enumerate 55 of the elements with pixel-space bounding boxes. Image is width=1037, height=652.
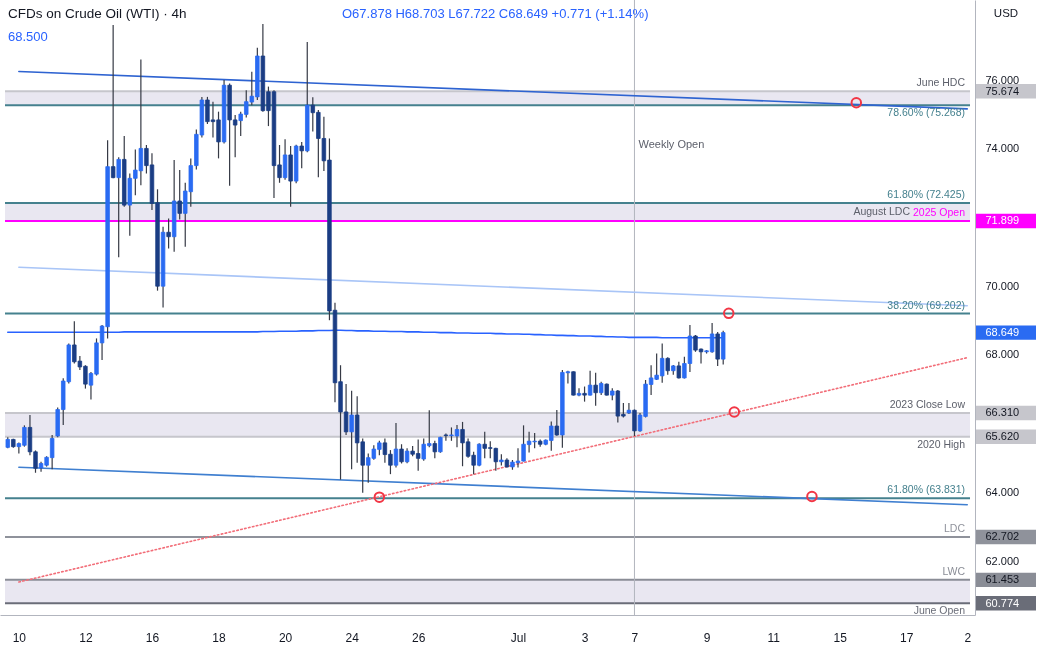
y-tick-label: 65.620 xyxy=(985,430,1020,443)
y-tick-label: 74.000 xyxy=(985,142,1020,155)
y-tick-label: 70.000 xyxy=(985,279,1020,292)
x-tick-label: 12 xyxy=(79,630,93,645)
y-tick-label: 71.899 xyxy=(985,214,1020,227)
y-tick-label: 60.774 xyxy=(985,596,1020,609)
x-tick-label: 20 xyxy=(278,630,293,645)
ref-line-label: 2025 Open xyxy=(913,205,966,218)
point xyxy=(806,490,818,503)
y-tick-label: 76.000 xyxy=(985,73,1020,86)
ref-line-label: 61.80% (63.831) xyxy=(887,483,965,496)
point xyxy=(728,406,741,418)
x-tick-label: 24 xyxy=(345,630,360,645)
x-tick-label: 15 xyxy=(833,630,848,645)
candlestick xyxy=(393,422,399,468)
text: USD xyxy=(993,7,1019,19)
x-tick-label: 2 xyxy=(964,630,972,645)
annotation: 68.500 xyxy=(8,29,48,44)
ref-line-label: LDC xyxy=(943,521,966,534)
ref-line-label: 61.80% (72.425) xyxy=(887,187,965,200)
x-tick-label: 16 xyxy=(145,630,160,645)
point xyxy=(373,491,386,503)
ref-line-label: June Open xyxy=(913,604,966,617)
ref-line-label: 78.60% (75.268) xyxy=(887,106,965,119)
band-label: August LDC xyxy=(853,204,911,217)
x-tick-label: 3 xyxy=(581,630,589,645)
chart-title: CFDs on Crude Oil (WTI) · 4h xyxy=(8,6,187,21)
x-tick-label: 26 xyxy=(412,630,426,645)
candlestick xyxy=(443,433,449,441)
ref-line-label: 2023 Close Low xyxy=(889,397,966,410)
y-tick-label: 64.000 xyxy=(985,485,1020,498)
x-tick-label: 9 xyxy=(703,630,711,645)
y-tick-label: 66.310 xyxy=(985,406,1020,419)
ref-line-label: 2020 High xyxy=(917,437,966,450)
point xyxy=(850,97,863,109)
ref-line-label: June HDC xyxy=(916,76,966,89)
x-tick-label: 11 xyxy=(767,630,781,645)
x-tick-label: Jul xyxy=(510,630,527,645)
x-tick-label: 10 xyxy=(12,630,27,645)
y-tick-label: 68.000 xyxy=(985,348,1020,361)
ref-line-label: 38.20% (69.202) xyxy=(887,298,965,311)
y-tick-label: 62.000 xyxy=(985,554,1020,567)
y-tick-label: 61.453 xyxy=(985,573,1020,586)
candlestick xyxy=(626,403,632,415)
x-tick-label: 18 xyxy=(212,630,227,645)
candlestick xyxy=(576,388,582,397)
point xyxy=(723,307,735,320)
ref-line-label: LWC xyxy=(942,564,966,577)
text: O67.878 H68.703 L67.722 C68.649 +0.771 (+1.14%) xyxy=(342,6,649,21)
y-tick-label: 75.674 xyxy=(985,84,1020,97)
y-tick-label: 68.649 xyxy=(985,326,1020,339)
y-tick-label: 62.702 xyxy=(985,530,1020,543)
ref-line-label: Weekly Open xyxy=(638,138,705,151)
x-tick-label: 7 xyxy=(631,630,639,645)
x-tick-label: 17 xyxy=(900,630,914,645)
